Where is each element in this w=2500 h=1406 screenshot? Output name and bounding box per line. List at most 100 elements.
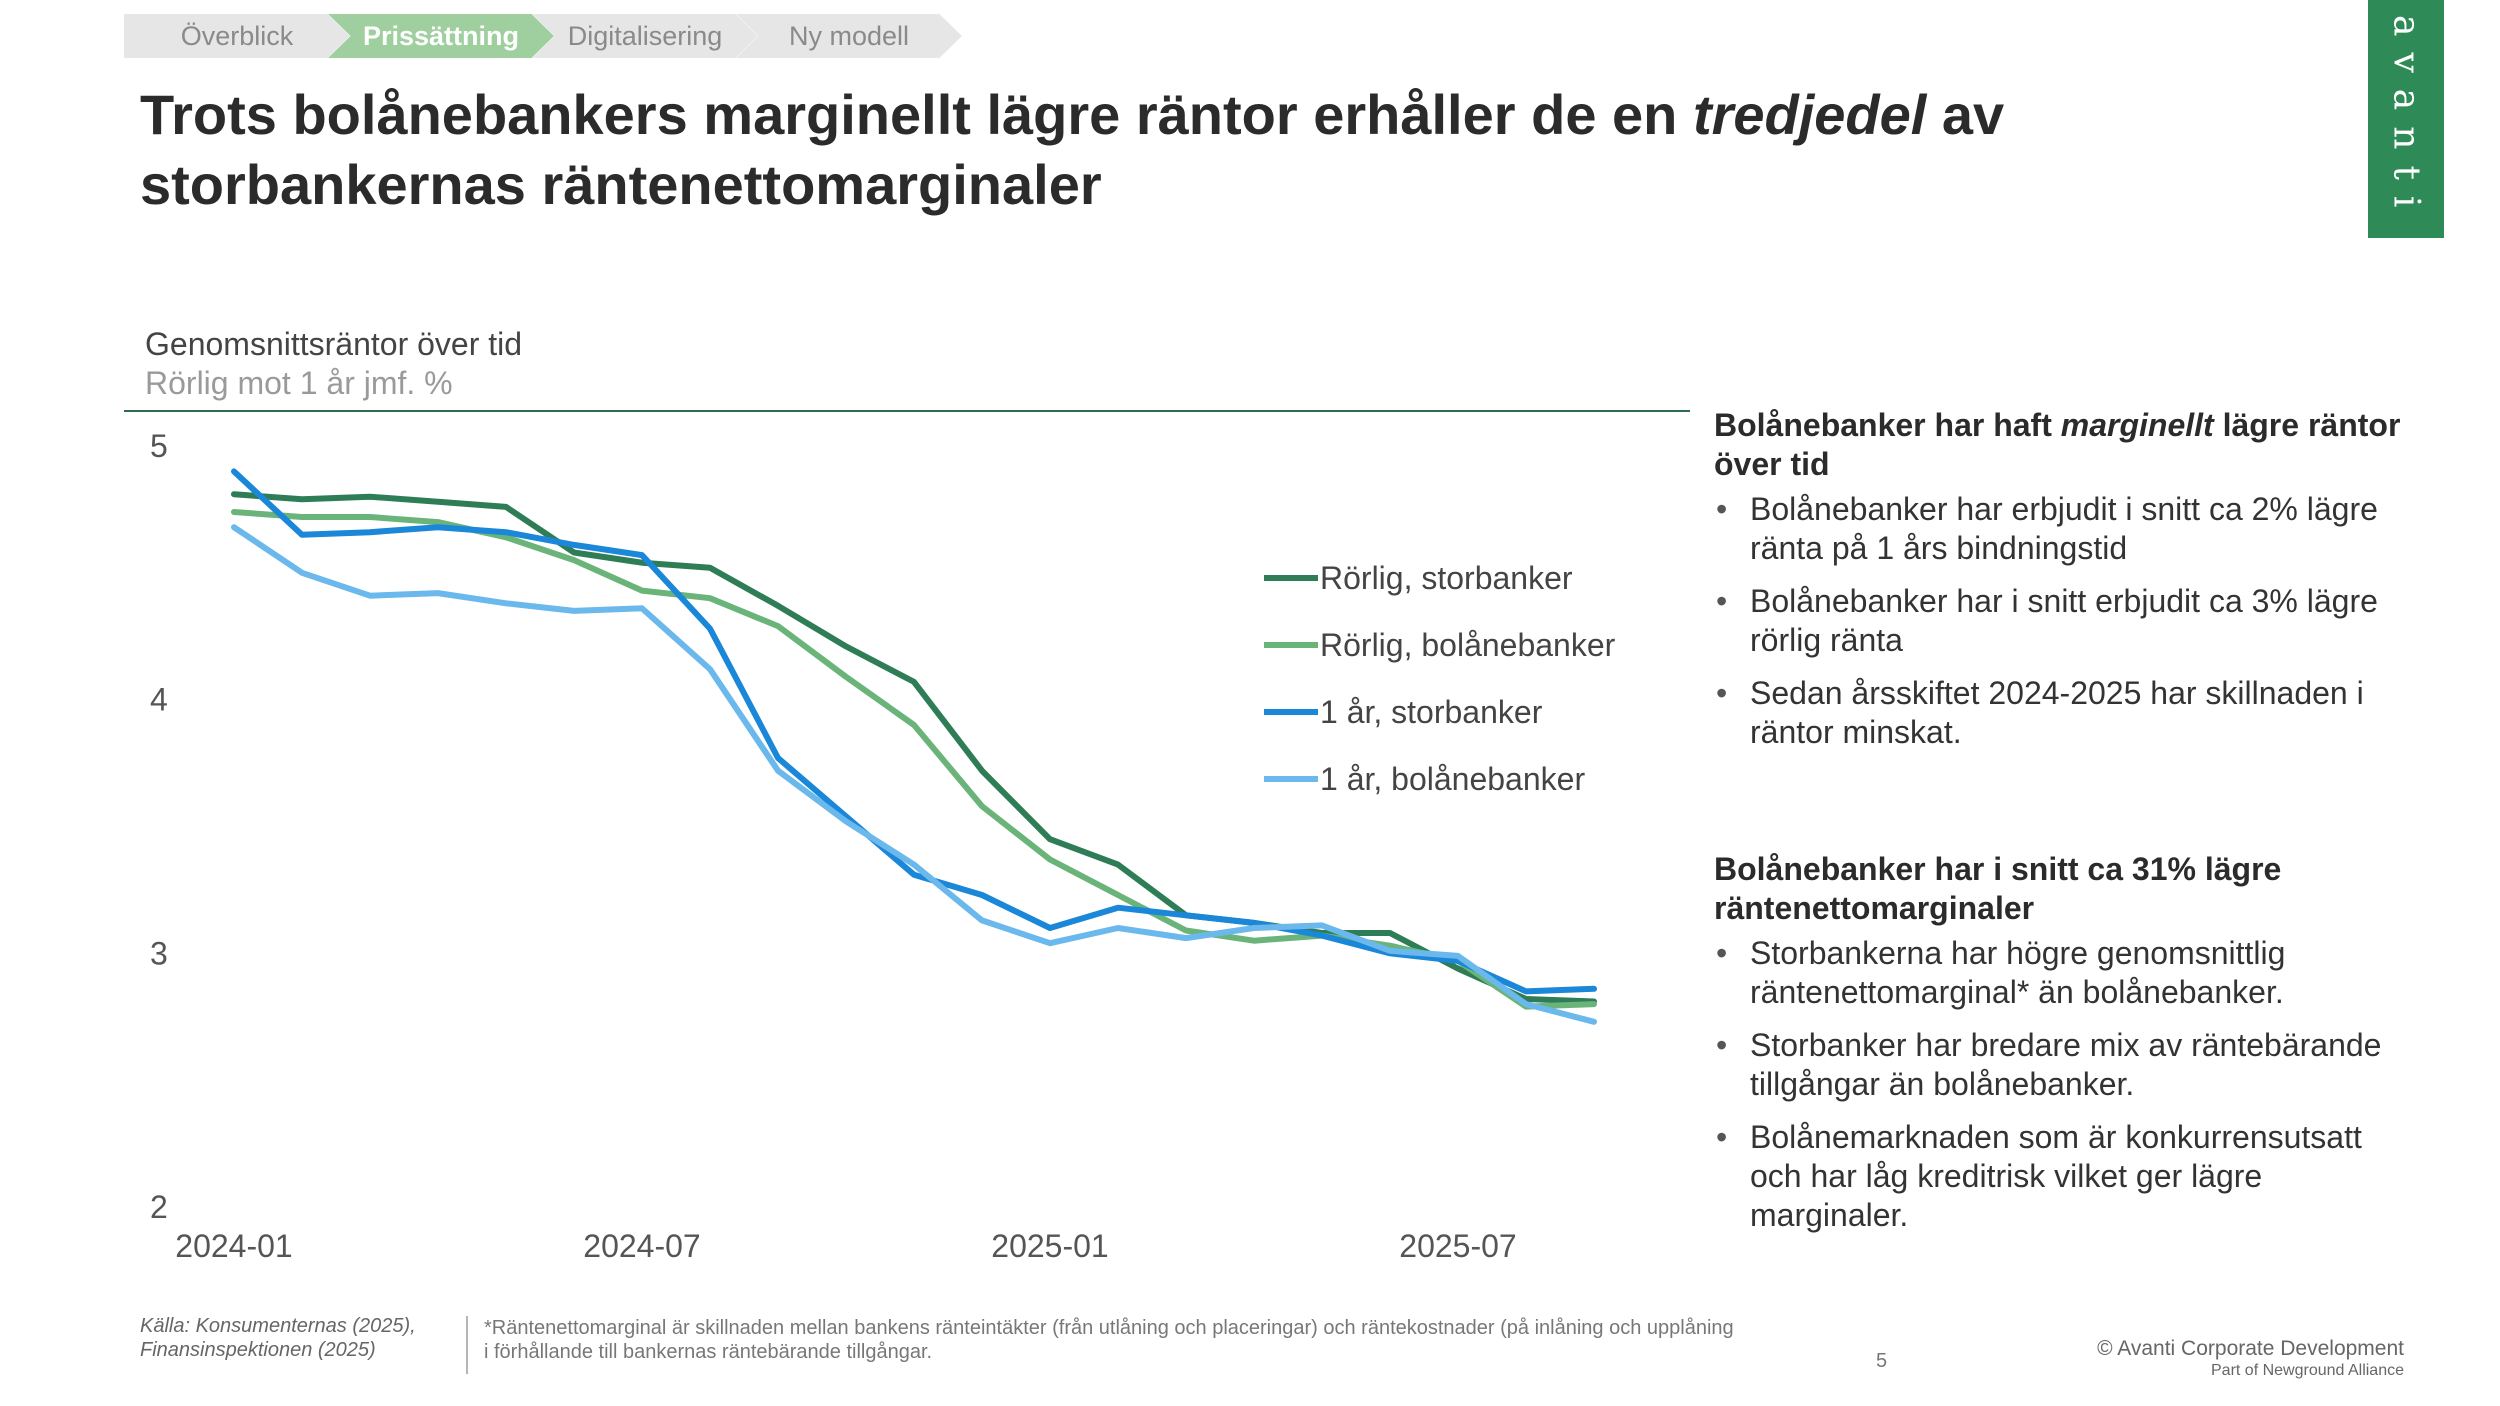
data-point [231,524,237,530]
data-point [1183,912,1189,918]
data-point [435,524,441,530]
data-point [503,534,509,540]
data-point [503,529,509,535]
chart-header: Genomsnittsräntor över tid Rörlig mot 1 … [145,326,522,402]
data-point [367,593,373,599]
data-point [911,679,917,685]
data-point [367,514,373,520]
data-point [571,542,577,548]
y-tick-label: 3 [150,935,168,971]
insight-heading-rates: Bolånebanker har haft marginellt lägre r… [1714,407,2401,482]
data-point [979,892,985,898]
data-point [639,560,645,566]
insight-list-rates: Bolånebanker har erbjudit i snitt ca 2% … [1714,490,2414,752]
y-tick-label: 4 [150,682,168,718]
data-point [843,643,849,649]
data-point [1183,928,1189,934]
x-tick-label: 2025-01 [991,1228,1108,1264]
data-point [1455,966,1461,972]
breadcrumb-item-prissattning[interactable]: Prissättning [328,14,554,58]
data-point [299,496,305,502]
footnote: *Räntenettomarginal är skillnaden mellan… [484,1317,1734,1363]
brand-wordmark: avanti [2385,14,2427,224]
data-point [1251,920,1257,926]
data-point [911,722,917,728]
data-point [707,626,713,632]
data-point [435,519,441,525]
data-point [1591,1001,1597,1007]
page-title: Trots bolånebankers marginellt lägre rän… [140,83,2005,216]
data-point [775,623,781,629]
data-point [1251,938,1257,944]
data-point [775,755,781,761]
data-point [639,552,645,558]
data-point [1047,940,1053,946]
legend-label: Rörlig, storbanker [1320,560,1573,596]
data-point [1387,948,1393,954]
y-tick-label: 2 [150,1189,168,1225]
data-point [299,570,305,576]
data-point [231,491,237,497]
x-tick-label: 2025-07 [1399,1228,1516,1264]
breadcrumb-item-ny-modell[interactable]: Ny modell [736,14,962,58]
data-point [1319,922,1325,928]
data-point [775,603,781,609]
data-point [1115,905,1121,911]
legend-label: 1 år, bolånebanker [1320,761,1585,797]
list-item: Bolånebanker har i snitt erbjudit ca 3% … [1714,582,2414,660]
data-point [571,557,577,563]
page-number: 5 [1876,1350,1888,1372]
data-point [367,529,373,535]
data-point [979,917,985,923]
data-point [707,595,713,601]
data-point [1387,943,1393,949]
data-point [231,468,237,474]
list-item: Sedan årsskiftet 2024-2025 har skillnade… [1714,674,2414,752]
chart-subtitle: Rörlig mot 1 år jmf. % [145,365,453,401]
data-point [1115,925,1121,931]
data-point [1319,933,1325,939]
data-point [639,588,645,594]
data-point [1047,836,1053,842]
list-item: Bolånemarknaden som är konkurrensutsatt … [1714,1118,2414,1235]
insight-section-margins: Bolånebanker har i snitt ca 31% lägre rä… [1714,850,2414,1249]
data-point [1523,1001,1529,1007]
data-point [1115,892,1121,898]
data-point [571,550,577,556]
copyright: © Avanti Corporate Development Part of N… [2097,1337,2404,1380]
insight-list-margins: Storbankerna har högre genomsnittlig rän… [1714,934,2414,1235]
source-note: Källa: Konsumenternas (2025), Finansinsp… [140,1315,416,1361]
chart-header-divider [124,410,1690,412]
breadcrumb-item-overblick[interactable]: Överblick [124,14,350,58]
breadcrumb-item-digitalisering[interactable]: Digitalisering [532,14,758,58]
data-point [639,605,645,611]
data-point [1591,1019,1597,1025]
data-point [299,532,305,538]
data-point [843,818,849,824]
insight-heading-margins: Bolånebanker har i snitt ca 31% lägre rä… [1714,851,2282,926]
data-point [231,509,237,515]
data-point [979,803,985,809]
x-tick-label: 2024-01 [175,1228,292,1264]
data-point [979,768,985,774]
data-point [911,872,917,878]
data-point [1591,986,1597,992]
data-point [1047,925,1053,931]
x-tick-label: 2024-07 [583,1228,700,1264]
data-point [707,565,713,571]
data-point [1115,862,1121,868]
data-point [435,499,441,505]
data-point [707,666,713,672]
data-point [1183,935,1189,941]
footer-divider [466,1316,468,1374]
data-point [571,608,577,614]
data-point [503,504,509,510]
data-point [775,768,781,774]
insight-section-rates: Bolånebanker har haft marginellt lägre r… [1714,406,2414,766]
data-point [1047,856,1053,862]
legend-label: 1 år, storbanker [1320,694,1543,730]
data-point [503,600,509,606]
data-point [1523,988,1529,994]
list-item: Bolånebanker har erbjudit i snitt ca 2% … [1714,490,2414,568]
